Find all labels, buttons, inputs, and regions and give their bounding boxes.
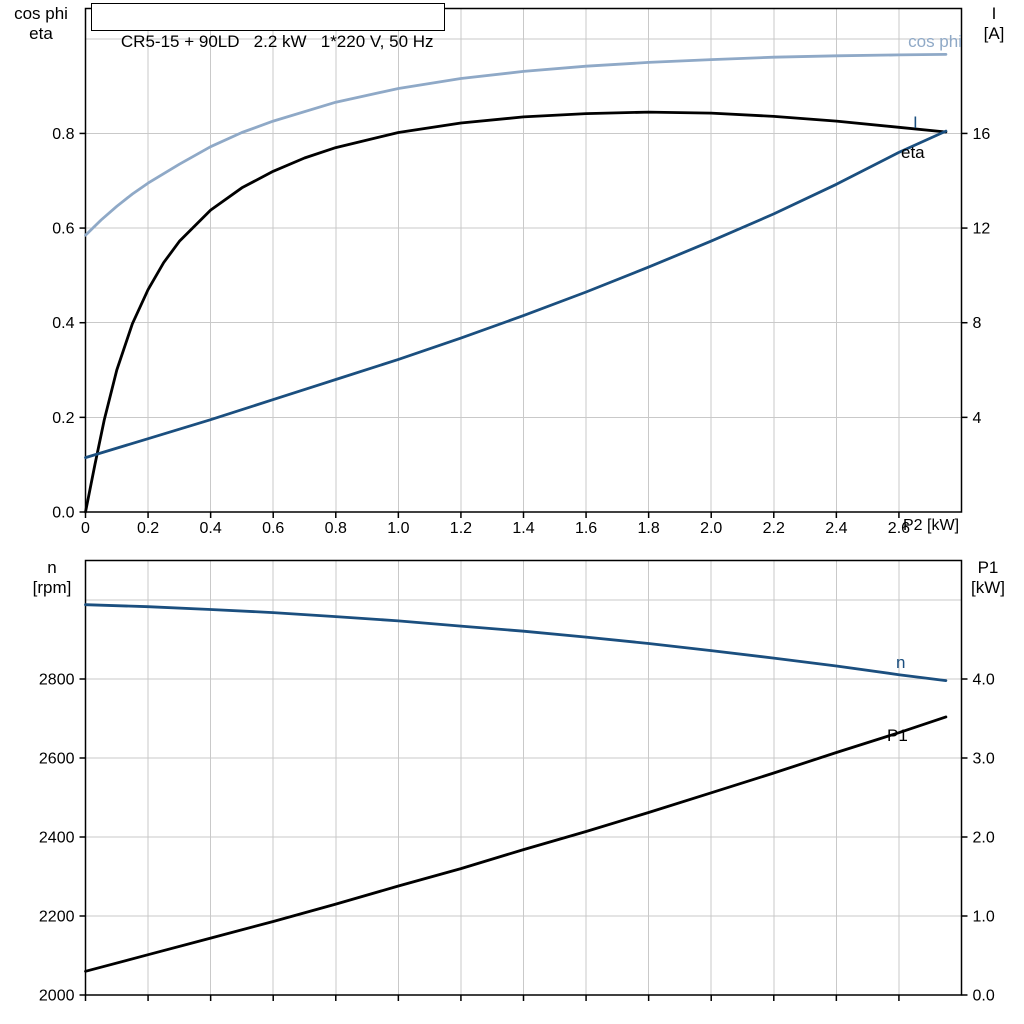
chart-title: CR5-15 + 90LD 2.2 kW 1*220 V, 50 Hz	[120, 32, 434, 51]
top-right-axis-title: I [A]	[968, 4, 1020, 44]
left-axis-tick-label: 0.2	[52, 410, 74, 427]
x-axis-tick-label: 0.6	[262, 520, 284, 537]
right-axis-tick-label: 3.0	[973, 751, 995, 768]
series-label-current: I	[913, 113, 918, 132]
left-axis-tick-label: 0.4	[52, 315, 74, 332]
series-label-input-power: P1	[887, 726, 908, 745]
top-left-axis-title: cos phi eta	[2, 4, 80, 44]
left-axis-tick-label: 0.6	[52, 221, 74, 238]
x-axis-tick-label: 1.0	[387, 520, 409, 537]
right-axis-tick-label: 2.0	[973, 830, 995, 847]
left-axis-title-line1: cos phi	[14, 4, 68, 23]
bottom-right-axis-title: P1 [kW]	[956, 558, 1020, 598]
series-label-cos-phi: cos phi	[908, 32, 962, 51]
series-label-eta: eta	[901, 143, 925, 162]
x-axis-tick-label: 0	[81, 520, 90, 537]
x-axis-tick-label: 0.4	[200, 520, 222, 537]
right-axis-tick-label: 0.0	[973, 988, 995, 1005]
left-axis-tick-label: 2400	[39, 830, 75, 847]
curve-p1	[84, 715, 948, 973]
curve-n	[84, 603, 948, 682]
speed-axis-title-line1: n	[47, 558, 57, 577]
left-axis-tick-label: 2800	[39, 672, 75, 689]
power-axis-title-line1: P1	[977, 558, 999, 577]
right-axis-tick-label: 1.0	[973, 909, 995, 926]
speed-axis-title-line2: [rpm]	[32, 578, 72, 597]
right-axis-title-line2: [A]	[983, 24, 1005, 43]
x-axis-tick-label: 0.2	[137, 520, 159, 537]
x-axis-title: P2 [kW]	[903, 517, 960, 534]
x-axis-tick-label: 1.8	[638, 520, 660, 537]
x-axis-tick-label: 0.8	[325, 520, 347, 537]
bottom-left-axis-title: n [rpm]	[18, 558, 86, 598]
x-axis-tick-label: 1.2	[450, 520, 472, 537]
left-axis-tick-label: 2200	[39, 909, 75, 926]
curve-i	[84, 129, 948, 460]
chart-title-box: CR5-15 + 90LD 2.2 kW 1*220 V, 50 Hz	[91, 3, 445, 51]
curve-cos-phi	[84, 53, 948, 237]
x-axis-tick-label: 2.4	[825, 520, 847, 537]
right-axis-tick-label: 4	[973, 410, 982, 427]
left-axis-tick-label: 2600	[39, 751, 75, 768]
x-axis-tick-label: 1.6	[575, 520, 597, 537]
power-axis-title-line2: [kW]	[971, 578, 1005, 597]
right-axis-tick-label: 8	[973, 315, 982, 332]
right-axis-tick-label: 4.0	[973, 672, 995, 689]
right-axis-tick-label: 12	[973, 221, 991, 238]
x-axis-tick-label: 2.2	[763, 520, 785, 537]
left-axis-tick-label: 0.0	[52, 505, 74, 522]
left-axis-tick-label: 2000	[39, 988, 75, 1005]
right-axis-tick-label: 16	[973, 126, 991, 143]
x-axis-tick-label: 2.6	[888, 520, 910, 537]
left-axis-title-line2: eta	[29, 24, 53, 43]
right-axis-title-line1: I	[991, 4, 997, 23]
x-axis-tick-label: 2.0	[700, 520, 722, 537]
left-axis-tick-label: 0.8	[52, 126, 74, 143]
curve-eta	[84, 110, 948, 514]
x-axis-tick-label: 1.4	[512, 520, 534, 537]
series-label-speed: n	[896, 653, 906, 672]
